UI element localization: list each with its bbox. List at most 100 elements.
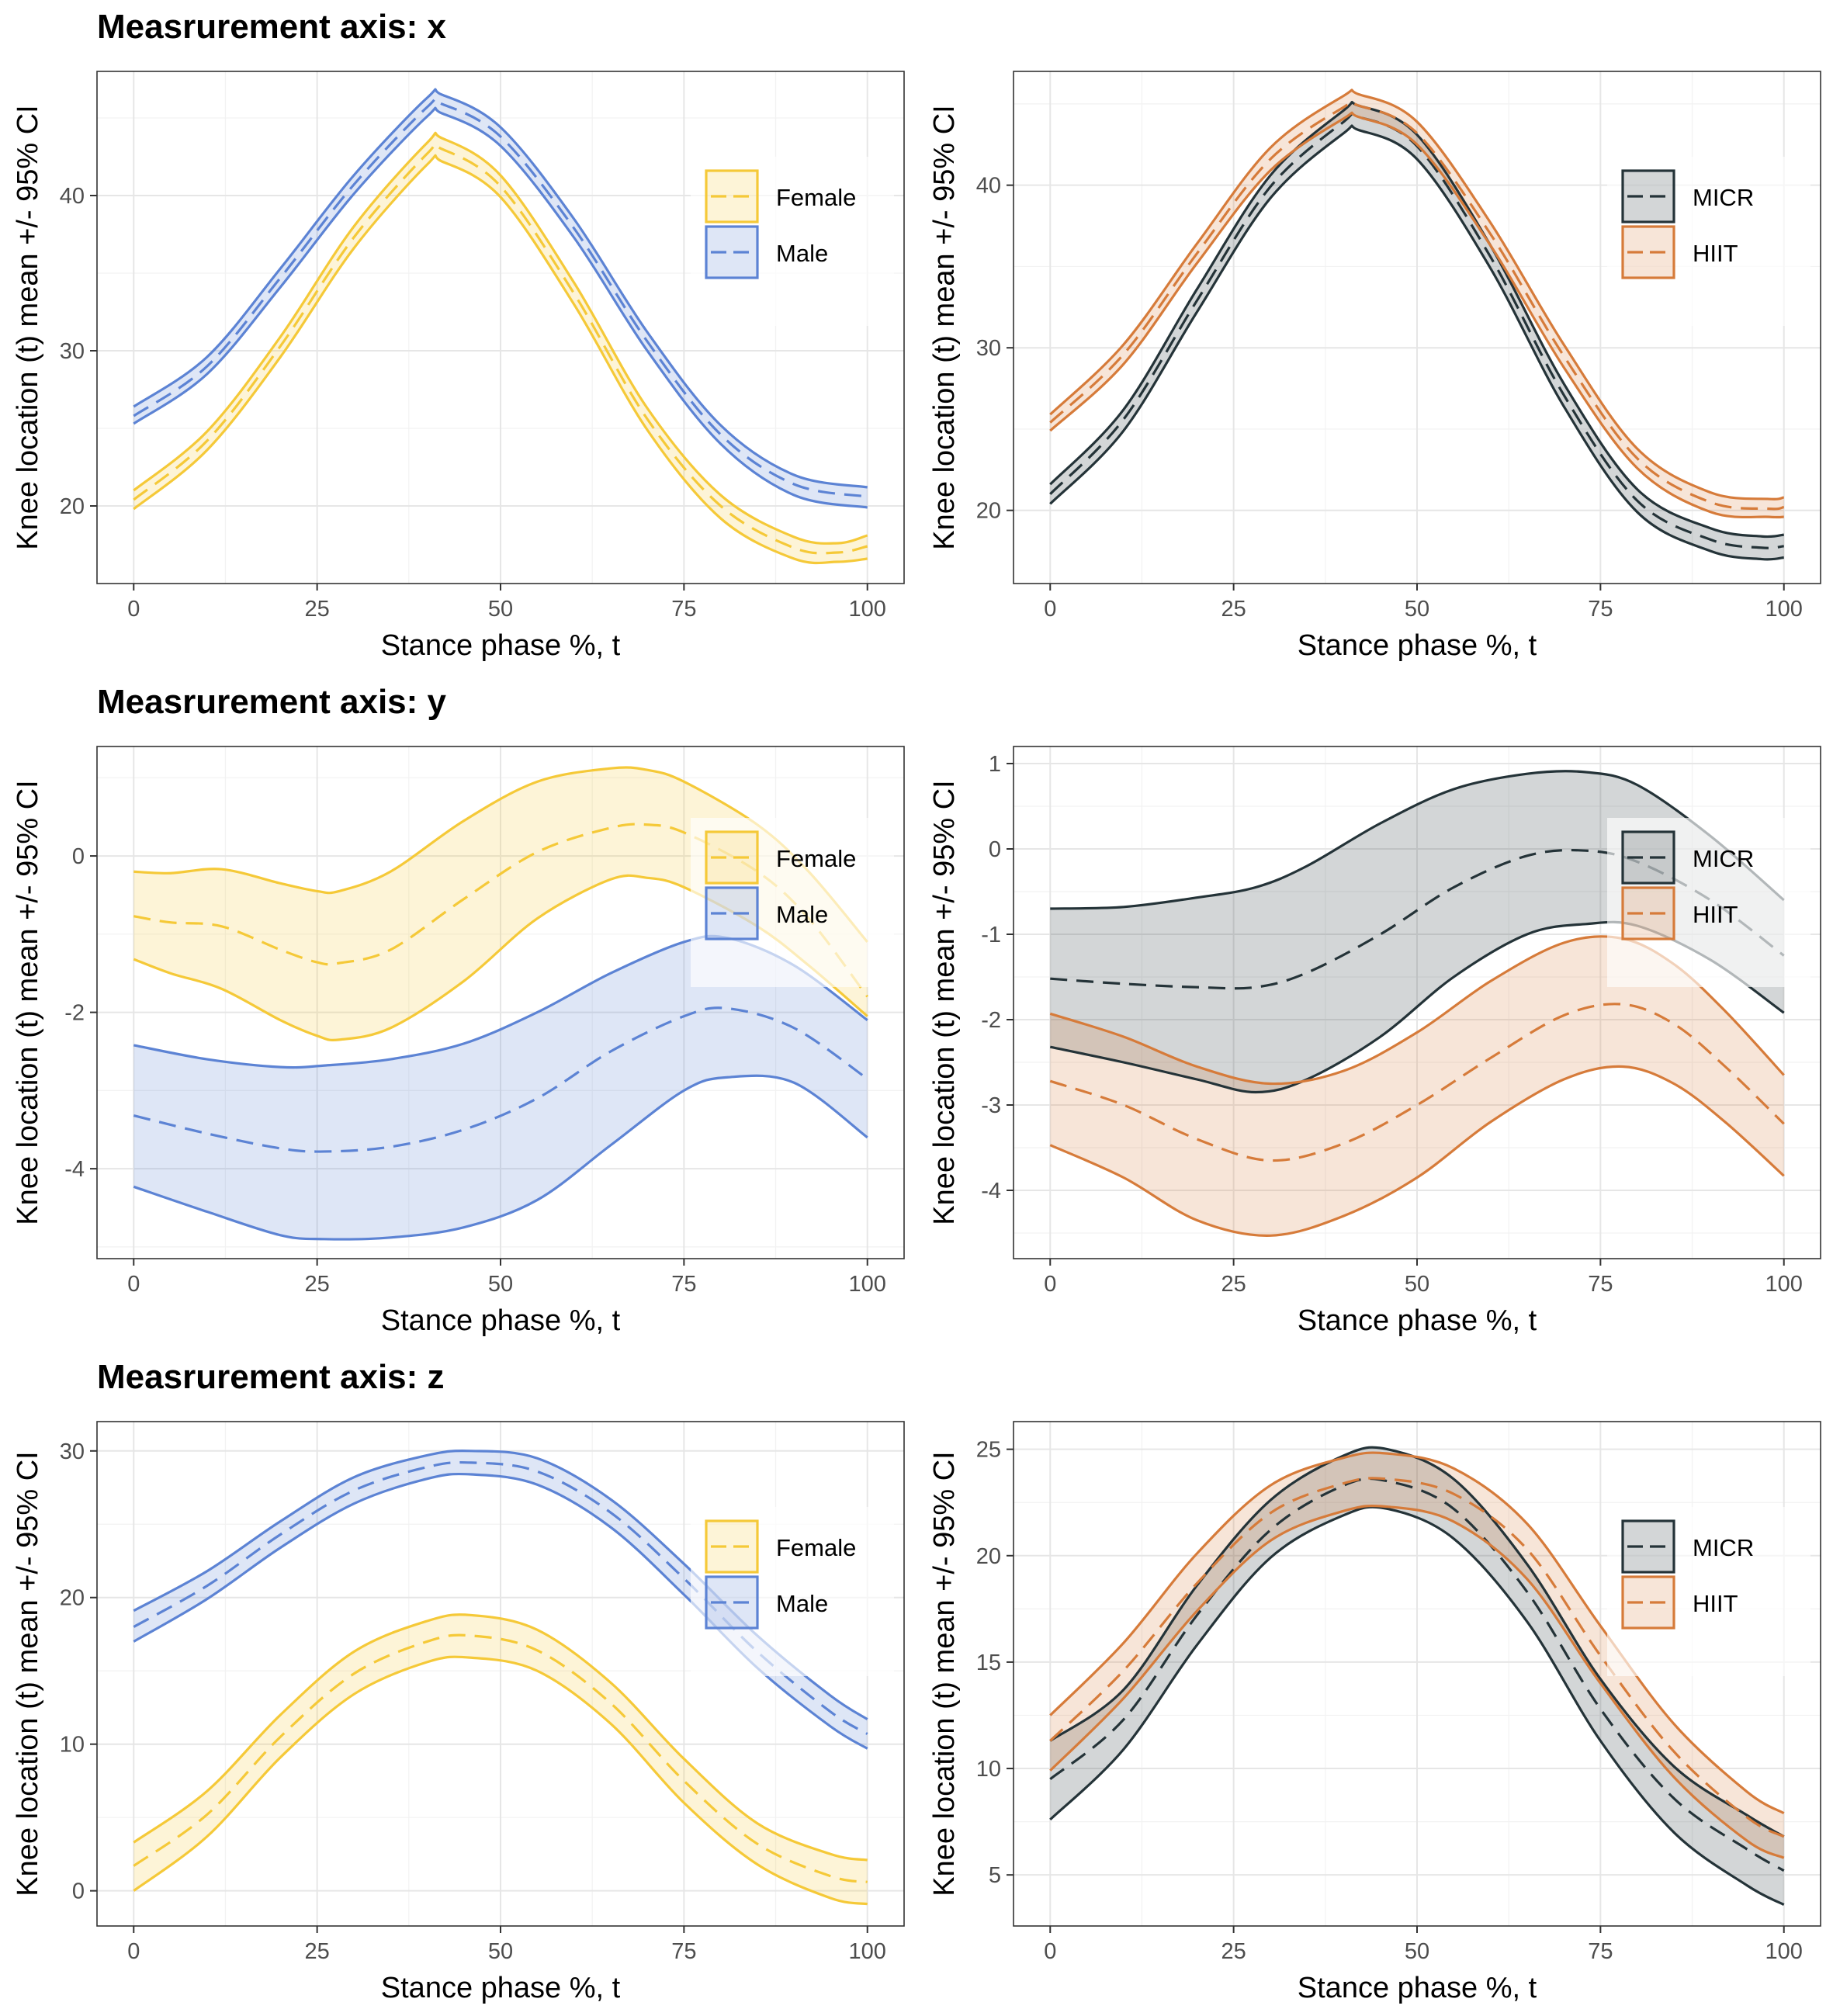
y-tick-label: -4	[64, 1157, 85, 1182]
mean-line-micr	[1049, 1477, 1785, 1872]
y-tick-label: -3	[981, 1093, 1001, 1118]
y-tick-label: 5	[989, 1863, 1001, 1888]
legend-item-male: Male	[705, 886, 828, 940]
y-axis-label: Knee location (t) mean +/- 95% CI	[12, 780, 44, 1224]
legend-label-micr: MICR	[1693, 1534, 1754, 1561]
upper-ci-line-hiit	[1049, 1451, 1785, 1815]
lower-ci-line-hiit	[1049, 1065, 1785, 1237]
legend-item-female: Female	[705, 830, 856, 885]
x-tick-label: 75	[671, 1939, 696, 1964]
chart-z-sex: Female Male 0 25 50 75 100 0 10 20 30 Stance phase …	[12, 1421, 905, 2004]
x-tick-label: 25	[1221, 1939, 1246, 1964]
lower-ci-line-hiit	[1049, 111, 1784, 519]
row-title-y: Measrurement axis: y	[97, 683, 446, 721]
legend-item-micr: MICR	[1621, 1519, 1754, 1574]
legend-label-micr: MICR	[1693, 184, 1754, 211]
x-tick-label: 50	[488, 597, 513, 622]
x-tick-label: 25	[1221, 597, 1246, 622]
x-tick-label: 100	[1765, 1272, 1803, 1297]
y-tick-label: 0	[72, 844, 85, 869]
legend: MICR HIIT	[1607, 157, 1810, 326]
x-tick-label: 0	[127, 1939, 140, 1964]
x-tick-label: 100	[849, 1939, 886, 1964]
chart-y-training: MICR HIIT 0 25 50 75 100 -4 -3 -2 -1 0 1 Stance phase…	[928, 746, 1821, 1337]
x-tick-label: 75	[671, 597, 696, 622]
y-tick-label: -1	[981, 923, 1001, 947]
y-axis-label: Knee location (t) mean +/- 95% CI	[12, 105, 44, 549]
x-axis-label: Stance phase %, t	[1298, 1972, 1537, 2004]
ci-band-micr	[1050, 1447, 1784, 1905]
ci-band-female	[133, 1614, 868, 1904]
legend-item-hiit: HIIT	[1621, 225, 1738, 279]
mean-line-male	[133, 1460, 868, 1735]
mean-line-female	[133, 823, 869, 998]
legend-item-female: Female	[705, 1519, 856, 1574]
legend-label-hiit: HIIT	[1693, 240, 1738, 267]
y-tick-label: 25	[976, 1438, 1001, 1463]
upper-ci-line-micr	[1049, 1446, 1785, 1838]
lower-ci-line-female	[133, 154, 868, 565]
ci-band-male	[133, 936, 868, 1240]
x-tick-label: 25	[305, 1939, 330, 1964]
x-tick-label: 100	[1765, 597, 1803, 622]
x-axis-label: Stance phase %, t	[1298, 629, 1537, 662]
x-tick-label: 0	[1044, 597, 1056, 622]
x-tick-label: 100	[1765, 1939, 1803, 1964]
y-axis-label: Knee location (t) mean +/- 95% CI	[928, 1451, 961, 1896]
x-tick-label: 75	[1588, 1272, 1613, 1297]
legend-label-hiit: HIIT	[1693, 901, 1738, 928]
ci-band-hiit	[1050, 936, 1784, 1236]
y-axis-label: Knee location (t) mean +/- 95% CI	[928, 780, 961, 1224]
lower-ci-line-female	[133, 1655, 868, 1906]
legend: MICR HIIT	[1607, 1507, 1810, 1676]
legend-label-hiit: HIIT	[1693, 1590, 1738, 1617]
y-axis-label: Knee location (t) mean +/- 95% CI	[928, 105, 961, 549]
legend-item-micr: MICR	[1621, 169, 1754, 223]
upper-ci-line-male	[133, 88, 868, 489]
y-tick-label: 1	[989, 752, 1001, 777]
y-tick-label: 15	[976, 1651, 1001, 1675]
y-tick-label: 10	[60, 1733, 85, 1758]
plot-area	[1049, 1446, 1785, 1906]
legend-label-male: Male	[776, 1590, 828, 1617]
x-tick-label: 0	[127, 1272, 140, 1297]
y-tick-label: 30	[60, 1439, 85, 1464]
plot-area	[133, 1450, 868, 1906]
legend-background	[691, 157, 894, 326]
x-tick-label: 50	[1405, 1939, 1429, 1964]
chart-x-training: MICR HIIT 0 25 50 75 100 20 30 40 Stance phase %, …	[928, 71, 1821, 662]
y-axis-label: Knee location (t) mean +/- 95% CI	[12, 1451, 44, 1896]
lower-ci-line-micr	[1049, 1505, 1785, 1906]
legend-background	[1607, 157, 1810, 326]
upper-ci-line-micr	[1050, 770, 1785, 910]
y-tick-label: 40	[60, 184, 85, 209]
x-tick-label: 0	[127, 597, 140, 622]
upper-ci-line-hiit	[1049, 88, 1785, 501]
upper-ci-line-female	[133, 1613, 868, 1862]
mean-line-female	[133, 142, 868, 555]
x-tick-label: 0	[1044, 1272, 1056, 1297]
y-tick-label: 20	[976, 1544, 1001, 1569]
legend-label-female: Female	[776, 184, 856, 211]
mean-line-male	[133, 97, 868, 498]
x-tick-label: 50	[1405, 597, 1429, 622]
y-tick-label: 20	[60, 494, 85, 519]
x-tick-label: 50	[1405, 1272, 1429, 1297]
ci-band-micr	[1050, 102, 1784, 559]
y-tick-label: 0	[72, 1879, 85, 1904]
ci-band-hiit	[1050, 1453, 1784, 1858]
x-tick-label: 75	[671, 1272, 696, 1297]
legend-label-female: Female	[776, 1534, 856, 1561]
y-tick-label: 40	[976, 174, 1001, 199]
row-title-x: Measrurement axis: x	[97, 8, 446, 46]
y-tick-label: 30	[976, 336, 1001, 361]
lower-ci-line-male	[133, 106, 868, 509]
legend-label-micr: MICR	[1693, 845, 1754, 872]
legend-label-male: Male	[776, 901, 828, 928]
row-title-z: Measrurement axis: z	[97, 1358, 445, 1396]
legend-item-micr: MICR	[1621, 830, 1754, 885]
x-axis-label: Stance phase %, t	[381, 1972, 621, 2004]
legend-background	[691, 818, 894, 987]
plot-area	[133, 88, 868, 565]
legend-item-male: Male	[705, 225, 828, 279]
